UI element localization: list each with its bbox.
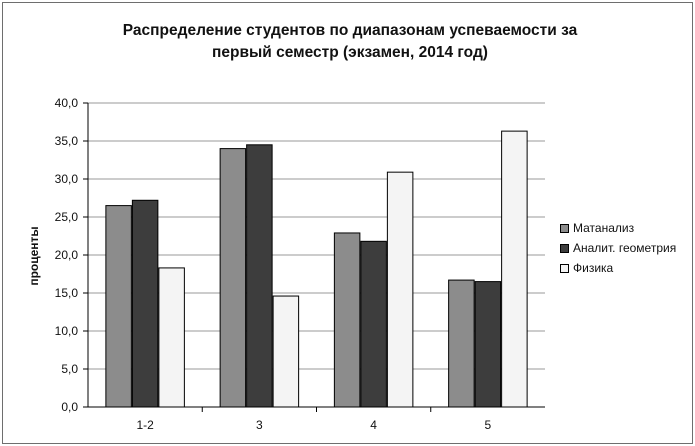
legend-swatch-analit-geometriya [560,243,569,253]
x-tick-label: 1-2 [136,418,154,432]
y-tick-label: 25,0 [55,210,79,224]
y-tick-label: 20,0 [55,248,79,262]
bar-3-5 [501,130,528,408]
legend-swatch-matanaliz [560,223,569,233]
bar-1-1-2 [105,205,132,408]
legend-item-matanaliz: Матанализ [560,218,690,238]
x-tick-label: 3 [256,418,263,432]
y-tick-label: 15,0 [55,286,79,300]
legend-label-fizika: Физика [573,261,614,275]
y-tick-label: 40,0 [55,96,79,110]
chart-title: Распределение студентов по диапазонам ус… [40,20,660,64]
bar-2-5 [474,281,502,408]
bar-2-3 [246,144,273,408]
chart-title-line-1: Распределение студентов по диапазонам ус… [122,22,578,39]
bar-3-4 [386,171,414,408]
bar-1-3 [219,148,247,408]
y-tick-label: 5,0 [61,362,78,376]
legend-item-analit-geometriya: Аналит. геометрия [560,238,690,258]
chart-title-line-2: первый семестр (экзамен, 2014 год) [212,44,488,61]
bar-3-3 [272,295,300,408]
x-tick-label: 5 [485,418,492,432]
y-tick-label: 0,0 [61,400,78,414]
y-tick-label: 10,0 [55,324,79,338]
legend: Матанализ Аналит. геометрия Физика [560,218,690,278]
y-tick-label: 30,0 [55,172,79,186]
legend-label-analit-geometriya: Аналит. геометрия [573,241,677,255]
bar-2-1-2 [131,199,159,408]
bar-1-4 [333,232,361,408]
legend-item-fizika: Физика [560,258,690,278]
bar-3-1-2 [158,267,185,408]
x-tick-label: 4 [370,418,377,432]
bar-1-5 [448,279,475,408]
y-tick-label: 35,0 [55,134,79,148]
legend-swatch-fizika [560,263,569,273]
y-axis-label: проценты [27,226,41,285]
legend-label-matanaliz: Матанализ [573,221,635,235]
bar-2-4 [360,240,387,408]
